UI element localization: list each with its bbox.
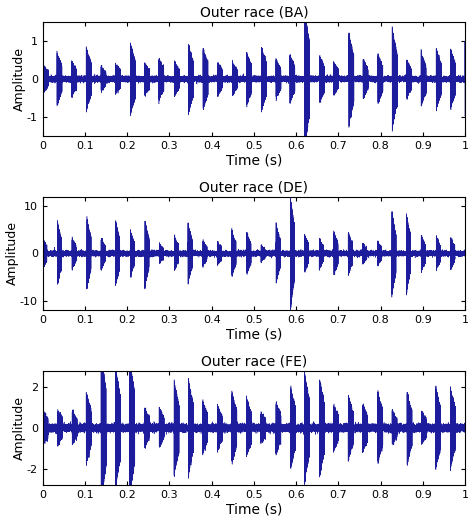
- X-axis label: Time (s): Time (s): [226, 328, 282, 342]
- Title: Outer race (DE): Outer race (DE): [200, 180, 309, 194]
- X-axis label: Time (s): Time (s): [226, 153, 282, 168]
- Title: Outer race (BA): Outer race (BA): [200, 6, 308, 19]
- X-axis label: Time (s): Time (s): [226, 503, 282, 516]
- Y-axis label: Amplitude: Amplitude: [12, 47, 26, 111]
- Y-axis label: Amplitude: Amplitude: [12, 396, 26, 460]
- Title: Outer race (FE): Outer race (FE): [201, 354, 307, 369]
- Y-axis label: Amplitude: Amplitude: [6, 221, 18, 286]
